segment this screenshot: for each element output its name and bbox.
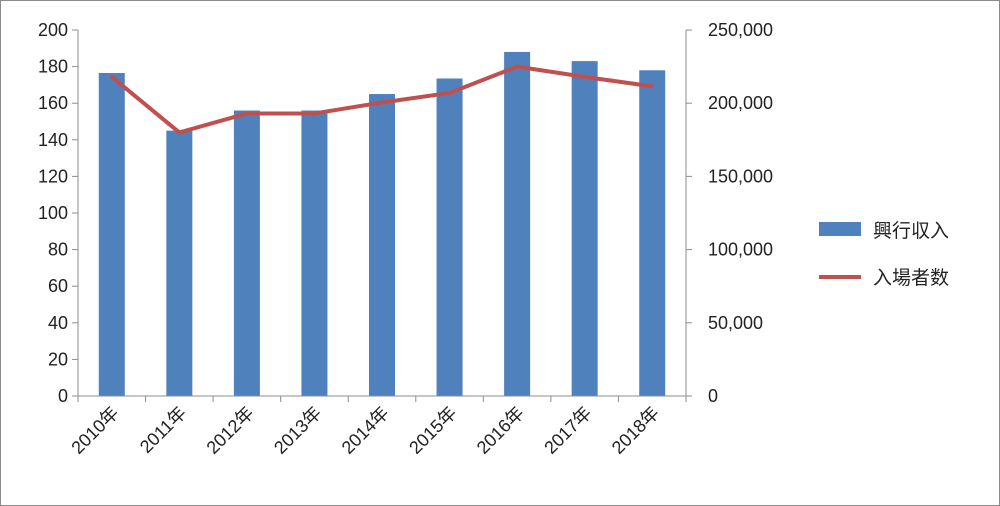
x-tick-label: 2010年: [67, 403, 122, 458]
x-tick-label: 2018年: [608, 403, 663, 458]
right-tick-label: 50,000: [708, 313, 763, 333]
bar-2012年: [233, 110, 260, 397]
legend-label-bar: 興行収入: [873, 220, 949, 242]
left-tick-label: 180: [38, 57, 68, 77]
left-tick-label: 20: [48, 349, 68, 369]
right-tick-label: 100,000: [708, 240, 773, 260]
x-tick-label: 2017年: [540, 403, 595, 458]
legend-label-line: 入場者数: [873, 267, 949, 289]
bar-2016年: [504, 51, 531, 397]
bar-2011年: [166, 130, 193, 396]
x-tick-label: 2013年: [270, 403, 325, 458]
left-tick-label: 60: [48, 276, 68, 296]
left-tick-label: 0: [58, 386, 68, 406]
right-tick-label: 250,000: [708, 20, 773, 40]
right-tick-label: 0: [708, 386, 718, 406]
legend-swatch-bar: [819, 222, 861, 236]
right-tick-label: 200,000: [708, 93, 773, 113]
x-tick-label: 2016年: [473, 403, 528, 458]
left-tick-label: 100: [38, 203, 68, 223]
left-tick-label: 40: [48, 313, 68, 333]
bar-2013年: [301, 110, 328, 397]
left-tick-label: 120: [38, 166, 68, 186]
bar-2010年: [98, 73, 125, 396]
bar-2014年: [369, 94, 395, 397]
x-tick-label: 2012年: [203, 403, 258, 458]
left-tick-label: 80: [48, 240, 68, 260]
right-tick-label: 150,000: [708, 166, 773, 186]
bar-2015年: [436, 78, 463, 397]
left-tick-label: 200: [38, 20, 68, 40]
x-tick-label: 2015年: [405, 403, 460, 458]
left-tick-label: 160: [38, 93, 68, 113]
left-tick-label: 140: [38, 130, 68, 150]
bar-2018年: [639, 70, 666, 396]
x-tick-label: 2011年: [136, 403, 190, 457]
bar-2017年: [571, 61, 598, 397]
x-tick-label: 2014年: [338, 403, 393, 458]
line-series-attendance: [109, 64, 655, 135]
